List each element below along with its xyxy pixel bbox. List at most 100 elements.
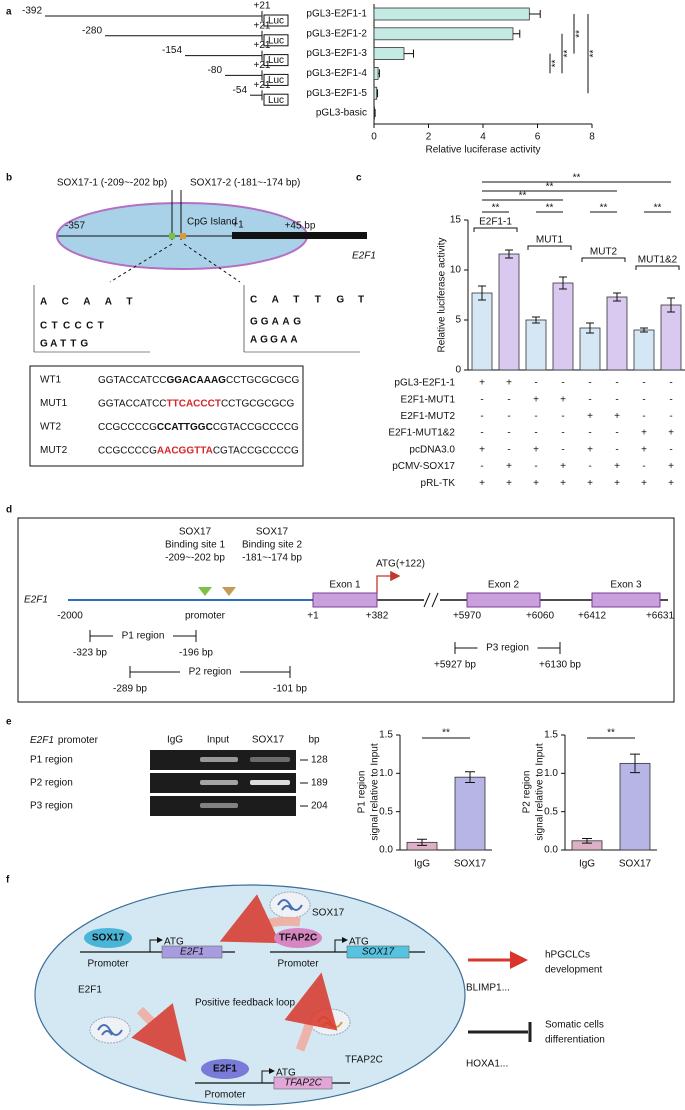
x-tick-label: 4	[480, 132, 486, 143]
y-tick-label: 0.5	[379, 806, 393, 817]
y-axis-title: P2 region	[522, 771, 533, 814]
gel-row-label: P1 region	[30, 755, 73, 766]
condition-sign: -	[615, 428, 618, 439]
group-bracket	[581, 257, 626, 262]
protein-structure	[97, 1024, 123, 1036]
reporter: Luc	[268, 55, 284, 66]
y-tick-label: 1.5	[544, 730, 558, 741]
y-tick-label: 1.0	[544, 768, 558, 779]
construct-start: -154	[162, 45, 182, 56]
marker-genes: BLIMP1...	[466, 983, 510, 994]
factor-oval	[274, 928, 322, 948]
reporter: Luc	[268, 75, 284, 86]
bar	[373, 67, 379, 80]
condition-sign: +	[506, 378, 512, 389]
reporter: Luc	[268, 16, 284, 27]
gel-band	[200, 780, 238, 785]
condition-sign: -	[561, 444, 564, 455]
logo-letter: T	[358, 295, 364, 306]
x-tick-label: SOX17	[454, 859, 487, 870]
condition-sign: -	[507, 444, 510, 455]
promoter-label: promoter	[185, 611, 226, 622]
condition-name: pcDNA3.0	[409, 444, 455, 455]
factor-oval	[201, 1059, 249, 1079]
significance: **	[600, 203, 608, 214]
logo-letter: G	[270, 335, 278, 346]
logo-letter: C	[75, 321, 82, 332]
promoter-label: Promoter	[204, 1090, 246, 1101]
sequence-flank: CGTACCGCCCCG	[213, 422, 299, 433]
x-tick-label: 0	[371, 132, 377, 143]
gel-title-rest: promoter	[58, 735, 99, 746]
site-label: SOX17	[179, 527, 212, 538]
significance: **	[492, 203, 500, 214]
y-tick-label: 1.0	[379, 768, 393, 779]
logo-letter: A	[83, 297, 90, 308]
reporter: Luc	[268, 35, 284, 46]
logo-letter: A	[50, 339, 57, 350]
condition-sign: -	[669, 411, 672, 422]
group-label: MUT1&2	[638, 255, 678, 266]
exon-label: Exon 2	[488, 580, 520, 591]
start-position: -357	[65, 221, 85, 232]
promoter-label: Promoter	[277, 959, 319, 970]
exon	[591, 592, 661, 608]
end-position: +45 bp	[285, 221, 316, 232]
bar	[619, 762, 651, 851]
y-tick-label: 1.5	[379, 730, 393, 741]
condition-sign: -	[480, 428, 483, 439]
category-label: pGL3-E2F1-2	[306, 28, 367, 39]
unit-label: bp	[308, 735, 320, 746]
error-bar	[378, 69, 380, 78]
condition-sign: +	[641, 428, 647, 439]
gel-row-label: P2 region	[30, 778, 73, 789]
protein-label: SOX17	[312, 908, 345, 919]
gel-gene: E2F1	[30, 735, 54, 746]
sequence-core: TTCACCCT	[167, 398, 221, 409]
position-label: +6412	[578, 611, 607, 622]
bar	[373, 106, 375, 120]
sequence-box	[29, 365, 304, 467]
sequence: CCGCCCCGCCATTGGCCGTACCGCCCCG	[98, 422, 299, 433]
group-label: MUT2	[590, 247, 618, 258]
condition-sign: +	[668, 461, 674, 472]
condition-sign: -	[669, 378, 672, 389]
sequence-flank: CGTACCGCCCCG	[213, 445, 299, 456]
condition-sign: -	[588, 378, 591, 389]
region-end-label: +6130 bp	[539, 660, 581, 671]
luc-box	[263, 54, 289, 67]
construct-start: -280	[82, 25, 102, 36]
panel-letter: a	[6, 7, 12, 18]
logo-letter: A	[272, 295, 279, 306]
promoter-label: Promoter	[87, 959, 129, 970]
significance: **	[654, 203, 662, 214]
condition-sign: +	[560, 461, 566, 472]
outcome-label: development	[545, 965, 602, 976]
gene-box	[273, 1076, 333, 1090]
lane-label: SOX17	[252, 735, 285, 746]
site-label: SOX17-2 (-181~-174 bp)	[190, 178, 300, 189]
atg-label: ATG	[276, 1068, 296, 1079]
logo-letter: A	[250, 335, 257, 346]
position-label: +1	[307, 611, 319, 622]
condition-sign: +	[479, 478, 485, 489]
y-axis-title: signal relative to Input	[535, 743, 546, 841]
sequence: GGTACCATCCGGACAAAGCCTGCGCGCG	[98, 375, 300, 386]
bar	[660, 304, 682, 371]
significance: **	[546, 203, 554, 214]
region-label: P1 region	[122, 631, 165, 642]
condition-sign: +	[587, 411, 593, 422]
site-label: Binding site 1	[165, 540, 225, 551]
significance: **	[442, 728, 450, 739]
condition-sign: +	[506, 461, 512, 472]
logo-letter: A	[280, 335, 287, 346]
protein-label: TFAP2C	[345, 1055, 383, 1066]
error-bar	[374, 109, 376, 117]
group-label: E2F1-1	[479, 217, 512, 228]
exon-label: Exon 3	[610, 580, 642, 591]
outcome-label: Somatic cells	[545, 1020, 604, 1031]
factor-oval	[84, 928, 132, 948]
error-bar	[403, 49, 415, 58]
sequence-name: MUT1	[40, 398, 68, 409]
